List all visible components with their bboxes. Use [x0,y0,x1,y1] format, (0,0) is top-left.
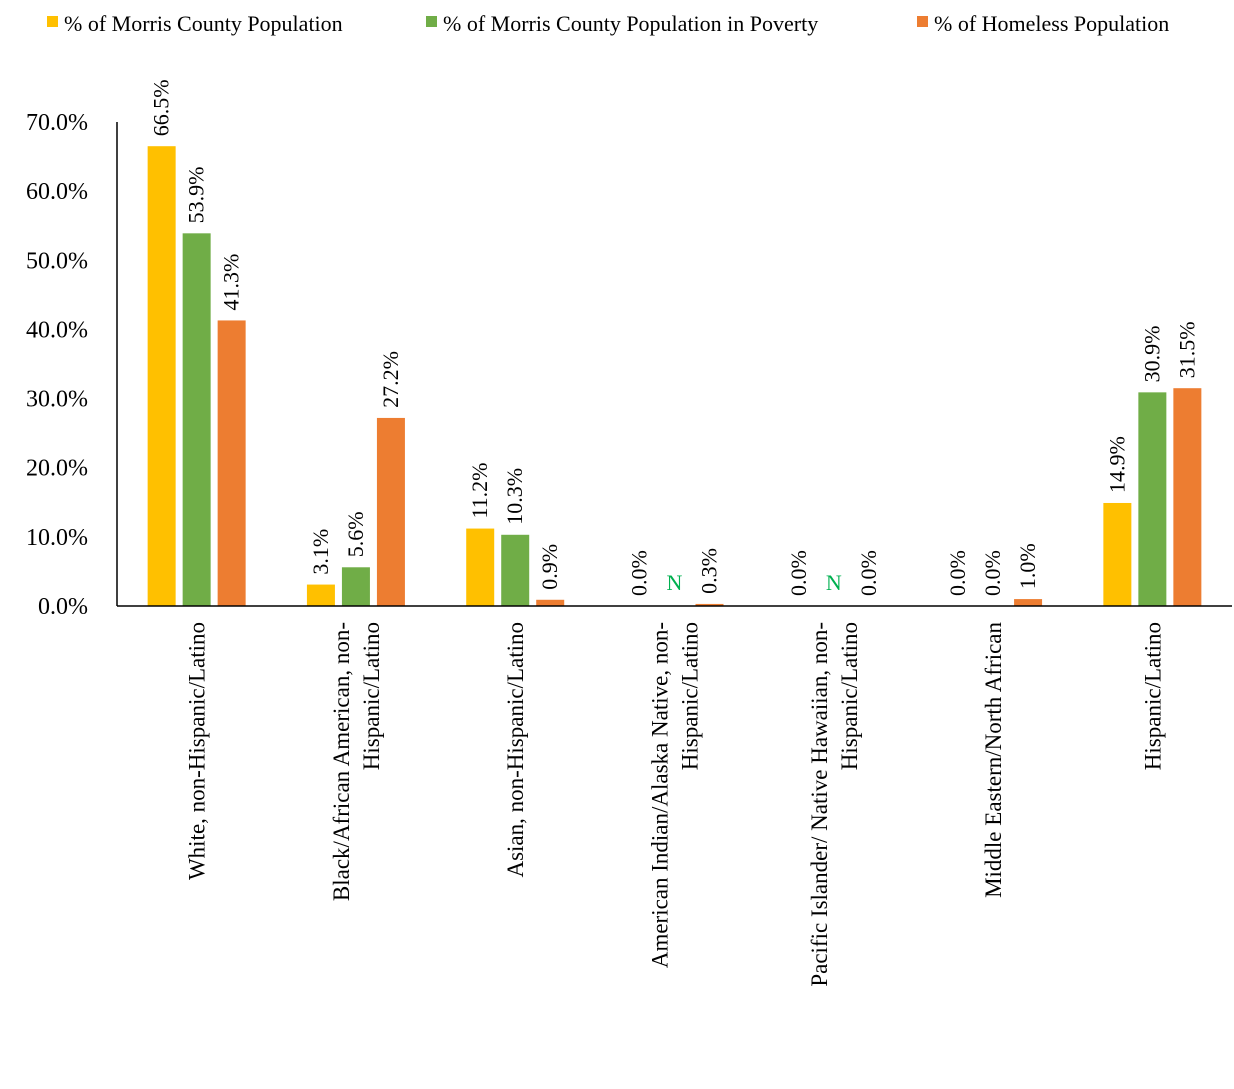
legend-label: % of Morris County Population [64,11,343,36]
y-tick-label: 0.0% [38,594,88,620]
data-label: 5.6% [343,511,368,557]
x-category-label: Asian, non-Hispanic/Latino [503,622,528,878]
bars [147,146,1202,606]
data-label: 0.9% [537,544,562,590]
x-category-label: American Indian/Alaska Native, non- [648,622,673,968]
x-axis: White, non-Hispanic/Latino Black/African … [117,605,1232,987]
data-label: 0.0% [627,550,652,596]
y-tick-label: 10.0% [26,525,88,551]
bar [1138,392,1167,606]
bar [147,146,176,606]
bar [217,320,246,606]
data-label: 3.1% [308,529,333,575]
data-label: 0.0% [980,550,1005,596]
data-label: 53.9% [184,166,209,223]
y-tick-label: 70.0% [26,110,88,136]
bar [466,528,495,606]
data-label: 30.9% [1139,326,1164,383]
legend-swatch [917,16,928,27]
legend: % of Morris County Population % of Morris… [47,11,1169,36]
x-category-label: Black/African American, non- [329,622,354,901]
y-tick-label: 20.0% [26,456,88,482]
x-category-label: Pacific Islander/ Native Hawaiian, non- [807,622,832,987]
data-labels: 66.5% 53.9% 41.3% 3.1% 5.6% 27.2% 11.2% 10.3% 0.… [149,79,1200,596]
x-category-label: Hispanic/Latino [837,622,862,770]
y-tick-label: 50.0% [26,248,88,274]
bar [501,534,530,606]
data-label: 10.3% [502,468,527,525]
data-label: 0.0% [945,550,970,596]
data-label: 41.3% [219,254,244,311]
data-label: 0.0% [856,550,881,596]
y-tick-label: 60.0% [26,179,88,205]
data-label: 0.3% [697,548,722,594]
data-label: N [667,570,683,595]
bar [1014,599,1043,606]
bar [341,567,370,606]
bar [536,599,565,606]
bar [376,417,405,606]
legend-swatch [426,16,437,27]
legend-label: % of Morris County Population in Poverty [443,11,818,36]
y-tick-label: 30.0% [26,387,88,413]
data-label: 14.9% [1104,436,1129,493]
data-label: 31.5% [1174,321,1199,378]
x-category-label: White, non-Hispanic/Latino [185,622,210,880]
data-label: 11.2% [467,463,492,519]
y-axis: 0.0% 10.0% 20.0% 30.0% 40.0% 50.0% 60.0% 70.0% [26,110,118,620]
x-category-label: Hispanic/Latino [359,622,384,770]
bar [1173,388,1202,606]
x-category-label: Middle Eastern/North African [981,622,1006,898]
data-label: 0.0% [786,550,811,596]
data-label: 1.0% [1015,543,1040,589]
x-category-label: Hispanic/Latino [1140,622,1165,770]
data-label: 27.2% [378,351,403,408]
legend-swatch [47,16,58,27]
bar [1103,502,1132,606]
data-label: N [826,570,842,595]
legend-label: % of Homeless Population [934,11,1169,36]
bar [182,233,211,606]
x-category-label: Hispanic/Latino [678,622,703,770]
data-label: 66.5% [149,79,174,136]
bar [695,603,724,606]
bar [306,584,335,606]
y-tick-label: 40.0% [26,317,88,343]
